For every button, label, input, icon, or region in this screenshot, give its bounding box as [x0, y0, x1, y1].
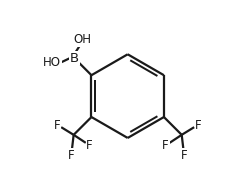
Text: OH: OH [73, 33, 91, 46]
Text: F: F [68, 149, 74, 162]
Text: F: F [162, 139, 169, 152]
Text: F: F [181, 149, 188, 162]
Text: F: F [53, 119, 60, 132]
Text: F: F [86, 139, 93, 152]
Text: F: F [195, 119, 202, 132]
Text: B: B [70, 52, 79, 65]
Text: HO: HO [43, 56, 61, 69]
